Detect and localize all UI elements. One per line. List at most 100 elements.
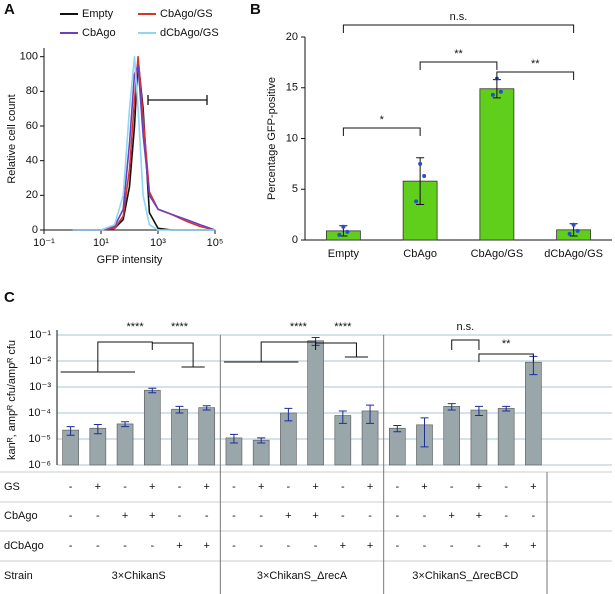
error-bar xyxy=(66,426,75,436)
table-cell: - xyxy=(96,540,100,552)
significance-bracket xyxy=(478,353,534,362)
y-tick-label: 20 xyxy=(26,189,38,201)
table-cell: - xyxy=(423,510,427,522)
significance-bracket xyxy=(152,342,205,368)
data-point xyxy=(341,224,346,229)
table-cell: - xyxy=(205,510,209,522)
error-bar xyxy=(420,417,429,448)
table-cell: - xyxy=(395,540,399,552)
bar xyxy=(198,407,216,466)
significance-label: **** xyxy=(334,321,352,333)
y-tick-label: 10⁻³ xyxy=(29,381,51,393)
significance-bracket xyxy=(315,342,369,358)
x-axis-label: GFP intensity xyxy=(97,254,163,266)
y-tick-label: 10⁻⁶ xyxy=(28,459,51,471)
bar xyxy=(479,88,515,241)
y-tick-label: 0 xyxy=(32,224,38,236)
error-bar xyxy=(502,405,511,412)
table-cell: - xyxy=(450,540,454,552)
table-cell: - xyxy=(423,540,427,552)
significance-bracket xyxy=(342,127,421,136)
legend-label: Empty xyxy=(82,8,114,20)
panel-label: B xyxy=(250,1,261,18)
table-cell: - xyxy=(232,481,236,493)
table-cell: - xyxy=(504,481,508,493)
table-cell: + xyxy=(122,510,128,522)
significance-bracket xyxy=(342,24,575,33)
table-cell: - xyxy=(232,510,236,522)
x-tick-label: 10¹ xyxy=(93,237,109,249)
error-bar xyxy=(93,424,102,435)
y-axis-label: kanᴿ, ampᴿ cfu/ampᴿ cfu xyxy=(6,340,18,460)
x-tick-label: CbAgo/GS xyxy=(471,248,524,260)
significance-label: **** xyxy=(126,321,144,333)
significance-label: **** xyxy=(290,321,308,333)
y-tick-label: 10⁻² xyxy=(29,355,51,367)
data-point xyxy=(575,228,580,233)
data-point xyxy=(337,232,342,237)
bar xyxy=(443,406,461,466)
table-cell: + xyxy=(149,481,155,493)
table-cell: - xyxy=(341,481,345,493)
table-cell: + xyxy=(176,540,182,552)
table-cell: - xyxy=(69,481,73,493)
table-cell: - xyxy=(69,510,73,522)
table-cell: + xyxy=(449,510,455,522)
table-cell: - xyxy=(259,510,263,522)
data-point xyxy=(414,199,419,204)
data-point xyxy=(418,161,423,166)
y-tick-label: 5 xyxy=(292,183,298,195)
panel-label: C xyxy=(4,289,15,306)
error-bar xyxy=(121,421,130,428)
strain-label: 3×ChikanS_ΔrecBCD xyxy=(412,570,518,582)
table-cell: - xyxy=(341,510,345,522)
error-bar xyxy=(366,404,375,424)
table-cell: - xyxy=(69,540,73,552)
bar xyxy=(470,409,488,466)
significance-label: n.s. xyxy=(450,11,468,23)
table-cell: - xyxy=(96,510,100,522)
error-bar xyxy=(229,433,238,444)
data-point xyxy=(490,92,495,97)
y-tick-label: 0 xyxy=(292,234,298,246)
y-tick-label: 10⁻⁵ xyxy=(28,433,51,445)
table-cell: + xyxy=(367,481,373,493)
y-tick-label: 60 xyxy=(26,120,38,132)
row-label: GS xyxy=(4,481,20,493)
x-tick-label: dCbAgo/GS xyxy=(544,248,603,260)
table-cell: + xyxy=(204,481,210,493)
y-tick-label: 20 xyxy=(286,31,298,43)
table-cell: + xyxy=(421,481,427,493)
x-tick-label: 10³ xyxy=(150,237,166,249)
error-bar xyxy=(148,387,157,394)
table-cell: + xyxy=(312,481,318,493)
table-cell: - xyxy=(287,481,291,493)
error-bar xyxy=(338,410,347,424)
legend-label: CbAgo/GS xyxy=(160,8,213,20)
bar xyxy=(497,408,515,466)
bar xyxy=(388,427,406,466)
bar xyxy=(116,423,134,466)
table-cell: + xyxy=(312,510,318,522)
significance-bracket xyxy=(419,61,498,70)
significance-bracket xyxy=(223,341,317,363)
error-bar xyxy=(393,425,402,433)
y-tick-label: 10⁻⁴ xyxy=(28,407,51,419)
x-tick-label: CbAgo xyxy=(403,248,437,260)
table-cell: - xyxy=(314,540,318,552)
y-tick-label: 100 xyxy=(20,51,38,63)
row-label: Strain xyxy=(4,570,33,582)
table-cell: + xyxy=(340,540,346,552)
significance-label: ** xyxy=(502,338,511,350)
row-label: CbAgo xyxy=(4,510,38,522)
y-tick-label: 80 xyxy=(26,85,38,97)
x-tick-label: Empty xyxy=(328,248,360,260)
table-cell: - xyxy=(395,510,399,522)
table-cell: - xyxy=(532,510,536,522)
data-point xyxy=(571,222,576,227)
significance-label: **** xyxy=(171,321,189,333)
table-cell: + xyxy=(503,540,509,552)
series-line xyxy=(72,55,215,231)
significance-label: ** xyxy=(454,48,463,60)
